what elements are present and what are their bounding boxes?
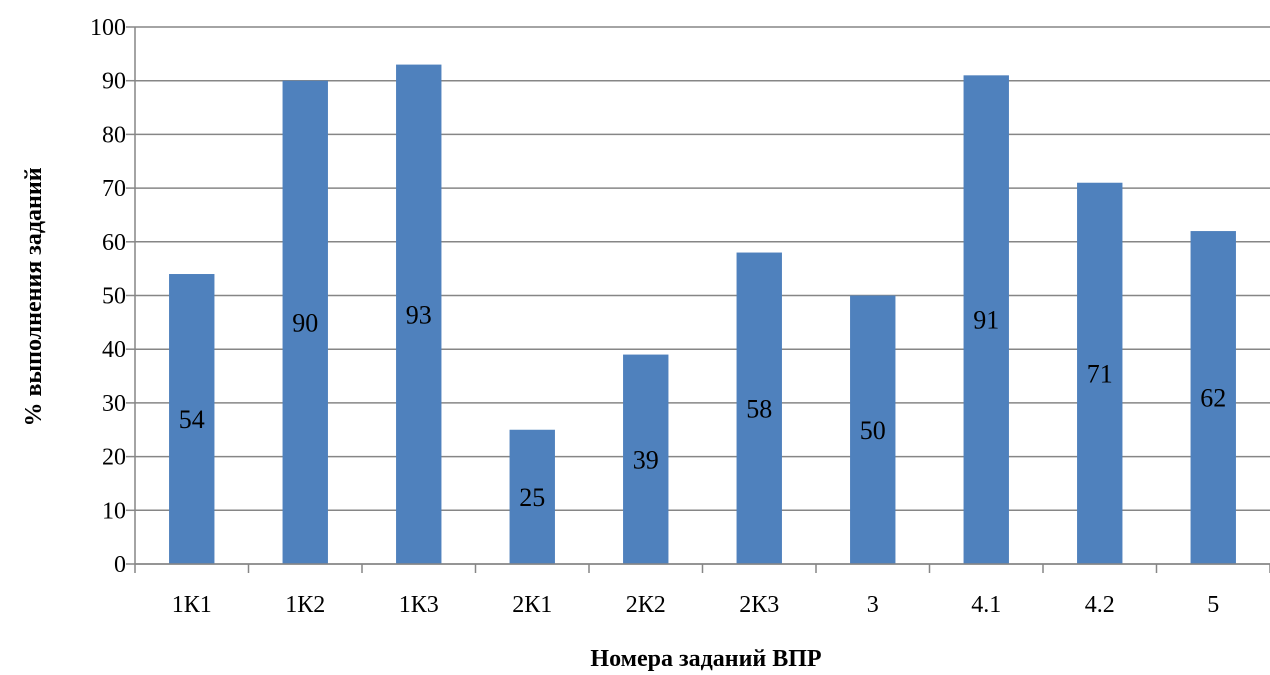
x-tick-label: 5	[1207, 592, 1219, 618]
data-label: 93	[406, 300, 432, 329]
data-label: 91	[973, 306, 999, 335]
x-tick-label: 1К3	[399, 592, 439, 618]
y-tick-label: 30	[102, 391, 126, 417]
x-tick-label: 2К3	[739, 592, 779, 618]
y-tick-label: 50	[102, 284, 126, 310]
x-tick-label: 4.1	[971, 592, 1001, 618]
y-tick-label: 10	[102, 498, 126, 524]
data-label: 71	[1087, 359, 1113, 388]
data-labels: 54 90 93 25 39 58 50 91 71 62	[179, 300, 1227, 512]
axes: 0 10 20 30 40 50 60 70 80 90 100 1К1 1К2 1К3 2К1 2К2 2К3…	[90, 15, 1270, 618]
x-tick-label: 4.2	[1085, 592, 1115, 618]
data-label: 58	[746, 394, 772, 423]
y-tick-label: 20	[102, 445, 126, 471]
data-label: 62	[1200, 384, 1226, 413]
x-tick-label: 2К2	[626, 592, 666, 618]
x-tick-label: 1К2	[285, 592, 325, 618]
y-tick-label: 80	[102, 122, 126, 148]
x-tick-label: 3	[867, 592, 879, 618]
data-label: 54	[179, 405, 205, 434]
y-tick-label: 90	[102, 69, 126, 95]
bar	[1077, 182, 1123, 565]
bar	[396, 64, 442, 564]
bars	[169, 64, 1236, 565]
data-label: 90	[292, 308, 318, 337]
y-tick-label: 100	[90, 15, 126, 41]
y-tick-label: 60	[102, 230, 126, 256]
bar	[850, 295, 896, 564]
bar	[623, 354, 669, 564]
data-label: 39	[633, 445, 659, 474]
bar	[963, 75, 1009, 564]
bar	[736, 252, 782, 565]
bar	[282, 80, 328, 564]
y-tick-label: 0	[114, 552, 126, 578]
bar	[1190, 231, 1236, 564]
data-label: 25	[519, 483, 545, 512]
x-axis-title: Номера заданий ВПР	[590, 646, 821, 672]
bar	[169, 274, 215, 564]
y-axis-title: % выполнения заданий	[21, 167, 47, 426]
x-tick-label: 1К1	[172, 592, 212, 618]
data-label: 50	[860, 416, 886, 445]
y-tick-label: 40	[102, 337, 126, 363]
x-tick-label: 2К1	[512, 592, 552, 618]
y-tick-label: 70	[102, 176, 126, 202]
bar	[509, 429, 555, 564]
